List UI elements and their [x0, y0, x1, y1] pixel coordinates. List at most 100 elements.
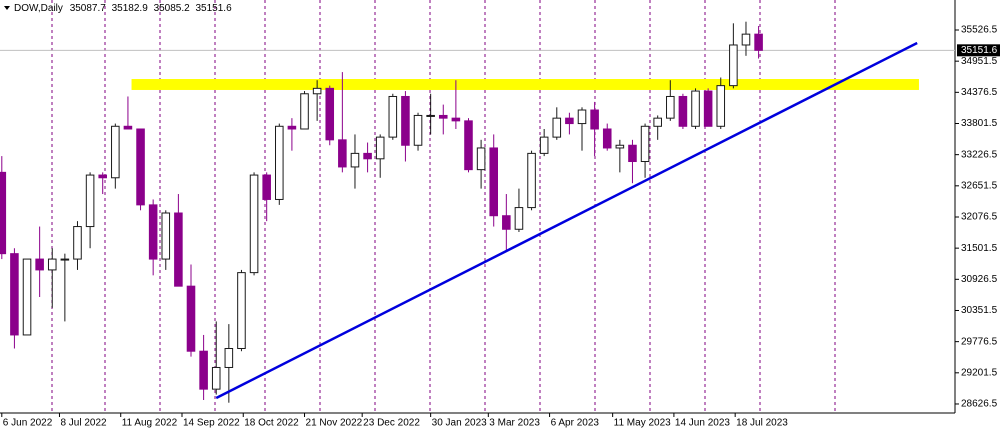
x-tick-label: 14 Sep 2022 — [183, 418, 240, 429]
last-price-box — [957, 44, 1000, 57]
y-tick-label: 29201.5 — [961, 367, 998, 378]
candle-body — [350, 152, 360, 168]
candle-body — [514, 207, 524, 230]
y-tick-label: 28626.5 — [961, 399, 998, 410]
candle-body — [401, 95, 410, 146]
x-tick-label: 18 Jul 2023 — [736, 418, 788, 429]
candle-body — [0, 171, 7, 255]
candle-body — [754, 33, 763, 51]
candles — [0, 21, 763, 403]
candle-body — [275, 125, 284, 200]
candle-body — [464, 120, 473, 171]
candle-body — [174, 212, 183, 287]
x-tick-label: 14 Jun 2023 — [675, 418, 730, 429]
x-tick-label: 30 Jan 2023 — [432, 418, 487, 429]
header-high: 35182.9 — [112, 3, 149, 14]
candle-body — [539, 136, 549, 154]
x-tick-label: 21 Nov 2022 — [306, 418, 363, 429]
header-close: 35151.6 — [196, 3, 233, 14]
candle-body — [375, 136, 385, 160]
header-low: 35085.2 — [154, 3, 191, 14]
candle-body — [413, 114, 423, 146]
candle-body — [325, 87, 335, 141]
candle-body — [640, 125, 650, 163]
y-tick-label: 31501.5 — [961, 243, 998, 254]
candle-body — [111, 125, 120, 179]
candle-body — [123, 125, 133, 130]
x-tick-label: 8 Jul 2022 — [60, 418, 107, 429]
candle-body — [73, 226, 82, 260]
chart-header: DOW,Daily 35087.7 35182.9 35085.2 35151.… — [14, 3, 232, 14]
y-tick-label: 30926.5 — [961, 274, 998, 285]
candle-body — [666, 95, 675, 119]
last-price-label: 35151.6 — [961, 45, 998, 56]
y-tick-label: 32076.5 — [961, 212, 998, 223]
candle-body — [653, 117, 662, 127]
candle-body — [426, 114, 435, 117]
candle-body — [85, 174, 95, 228]
x-tick-label: 3 Mar 2023 — [489, 418, 540, 429]
x-tick-label: 11 Aug 2022 — [122, 418, 178, 429]
candle-body — [22, 258, 32, 336]
y-tick-label: 33226.5 — [961, 149, 998, 160]
candle-body — [35, 258, 44, 271]
menu-arrow[interactable] — [4, 6, 10, 10]
candle-body — [10, 253, 19, 336]
candle-body — [703, 90, 713, 127]
symbol: DOW,Daily — [14, 3, 63, 14]
candle-body — [438, 114, 448, 119]
y-tick-label: 35526.5 — [961, 25, 998, 36]
candle-body — [527, 152, 536, 209]
y-tick-label: 29776.5 — [961, 336, 998, 347]
candle-body — [590, 109, 599, 130]
candle-body — [577, 109, 587, 125]
candle-body — [741, 33, 751, 46]
candle-body — [628, 144, 637, 163]
candle-body — [249, 174, 259, 274]
candle-body — [237, 272, 246, 350]
x-tick-label: 6 Jun 2022 — [3, 418, 53, 429]
candle-body — [363, 152, 372, 160]
candle-body — [716, 85, 726, 127]
candle-body — [287, 125, 297, 130]
y-tick-label: 33801.5 — [961, 118, 998, 129]
candle-body — [691, 90, 700, 127]
y-tick-label: 32651.5 — [961, 180, 998, 191]
candle-body — [199, 350, 208, 390]
candle-body — [312, 87, 322, 95]
candle-body — [602, 128, 612, 149]
candle-body — [388, 95, 398, 138]
candle-body — [161, 212, 171, 260]
x-tick-label: 23 Dec 2022 — [363, 418, 420, 429]
candle-body — [338, 139, 347, 168]
candle-body — [186, 285, 196, 352]
candle-body — [262, 174, 271, 200]
y-tick-label: 30351.5 — [961, 305, 998, 316]
x-tick-label: 11 May 2023 — [614, 418, 672, 429]
candle-body — [489, 147, 499, 217]
y-tick-label: 34376.5 — [961, 87, 998, 98]
candle-body — [211, 366, 221, 390]
candle-body — [476, 147, 486, 171]
resistance-zone — [131, 79, 919, 90]
candle-body — [136, 128, 145, 206]
y-tick-label: 34951.5 — [961, 56, 998, 67]
candle-body — [98, 174, 107, 179]
candle-body — [552, 117, 562, 138]
candle-body — [60, 258, 70, 261]
candle-body — [224, 348, 234, 368]
candle-body — [678, 95, 688, 127]
candle-body — [565, 117, 574, 125]
candle-body — [502, 215, 511, 230]
candle-body — [729, 44, 738, 87]
candle-body — [615, 144, 625, 149]
candle-body — [47, 258, 57, 271]
x-tick-label: 18 Oct 2022 — [244, 418, 299, 429]
candle-body — [148, 204, 158, 260]
trendline — [215, 41, 918, 400]
candle-body — [451, 117, 461, 122]
candle-body — [300, 93, 309, 130]
header-open: 35087.7 — [70, 3, 107, 14]
x-tick-label: 6 Apr 2023 — [551, 418, 600, 429]
